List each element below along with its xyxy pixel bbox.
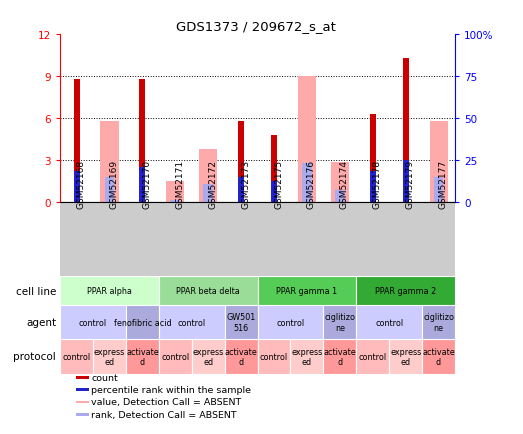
Bar — [302, 164, 312, 203]
Bar — [225, 306, 257, 339]
Text: control: control — [359, 352, 387, 361]
Bar — [140, 79, 145, 203]
Bar — [422, 306, 455, 339]
Text: GSM52169: GSM52169 — [109, 160, 119, 209]
Bar — [159, 306, 225, 339]
Bar — [203, 185, 213, 203]
Bar — [389, 339, 422, 374]
Text: control: control — [178, 318, 206, 327]
Bar — [434, 178, 444, 203]
Text: GSM52177: GSM52177 — [439, 160, 448, 209]
Bar — [323, 306, 356, 339]
Text: PPAR gamma 1: PPAR gamma 1 — [276, 286, 337, 296]
Text: PPAR gamma 2: PPAR gamma 2 — [375, 286, 436, 296]
Text: control: control — [277, 318, 304, 327]
Bar — [271, 135, 277, 203]
Bar — [76, 376, 89, 379]
Bar — [60, 339, 93, 374]
Bar — [60, 276, 159, 306]
Text: control: control — [260, 352, 288, 361]
Text: activate
d: activate d — [422, 347, 455, 366]
Bar — [60, 306, 126, 339]
Bar — [298, 77, 316, 203]
Bar — [105, 178, 115, 203]
Text: GSM52172: GSM52172 — [208, 160, 217, 209]
Bar — [356, 339, 389, 374]
Bar — [166, 182, 185, 203]
Bar — [93, 339, 126, 374]
Bar — [140, 168, 145, 203]
Bar — [403, 161, 408, 203]
Bar — [170, 200, 180, 203]
Text: control: control — [63, 352, 90, 361]
Text: GSM52179: GSM52179 — [406, 160, 415, 209]
Text: GSM52170: GSM52170 — [142, 160, 152, 209]
Bar — [403, 59, 408, 203]
Bar — [356, 306, 422, 339]
Text: GSM52168: GSM52168 — [76, 160, 86, 209]
Bar — [76, 413, 89, 416]
Text: GDS1373 / 209672_s_at: GDS1373 / 209672_s_at — [176, 20, 336, 33]
Text: control: control — [161, 352, 189, 361]
Text: cell line: cell line — [16, 286, 56, 296]
Bar — [323, 339, 356, 374]
Text: rank, Detection Call = ABSENT: rank, Detection Call = ABSENT — [92, 410, 237, 419]
Bar — [159, 339, 192, 374]
Text: GSM52176: GSM52176 — [307, 160, 316, 209]
Bar — [100, 122, 119, 203]
Bar — [356, 276, 455, 306]
Bar — [159, 276, 257, 306]
Text: percentile rank within the sample: percentile rank within the sample — [92, 385, 252, 394]
Text: PPAR beta delta: PPAR beta delta — [176, 286, 240, 296]
Text: express
ed: express ed — [192, 347, 224, 366]
Text: agent: agent — [26, 317, 56, 327]
Text: value, Detection Call = ABSENT: value, Detection Call = ABSENT — [92, 398, 242, 407]
Text: activate
d: activate d — [323, 347, 356, 366]
Text: ciglitizo
ne: ciglitizo ne — [324, 313, 355, 332]
Text: PPAR alpha: PPAR alpha — [87, 286, 132, 296]
Text: control: control — [79, 318, 107, 327]
Bar — [331, 162, 349, 203]
Bar — [225, 339, 257, 374]
Bar — [74, 79, 79, 203]
Bar — [76, 388, 89, 391]
Text: control: control — [375, 318, 403, 327]
Text: activate
d: activate d — [126, 347, 159, 366]
Text: GSM52171: GSM52171 — [175, 160, 184, 209]
Bar — [126, 306, 159, 339]
Bar — [76, 401, 89, 404]
Bar — [238, 178, 244, 203]
Text: ciglitizo
ne: ciglitizo ne — [423, 313, 454, 332]
Text: express
ed: express ed — [390, 347, 422, 366]
Bar — [199, 150, 217, 203]
Text: GSM52178: GSM52178 — [373, 160, 382, 209]
Bar — [335, 190, 345, 203]
Text: GSM52174: GSM52174 — [340, 160, 349, 209]
Bar — [370, 172, 376, 203]
Text: count: count — [92, 373, 118, 382]
Bar — [257, 276, 356, 306]
Bar — [429, 122, 448, 203]
Bar — [257, 339, 290, 374]
Text: express
ed: express ed — [94, 347, 125, 366]
Text: GSM52175: GSM52175 — [274, 160, 283, 209]
Bar — [271, 182, 277, 203]
Bar — [238, 122, 244, 203]
Text: protocol: protocol — [14, 352, 56, 362]
Text: activate
d: activate d — [225, 347, 257, 366]
Text: GSM52173: GSM52173 — [241, 160, 250, 209]
Text: GW501
516: GW501 516 — [226, 313, 256, 332]
Bar — [290, 339, 323, 374]
Bar — [422, 339, 455, 374]
Bar — [74, 172, 79, 203]
Text: express
ed: express ed — [291, 347, 323, 366]
Bar — [126, 339, 159, 374]
Bar — [257, 306, 323, 339]
Text: fenofibric acid: fenofibric acid — [113, 318, 171, 327]
Bar — [370, 115, 376, 203]
Bar — [192, 339, 225, 374]
